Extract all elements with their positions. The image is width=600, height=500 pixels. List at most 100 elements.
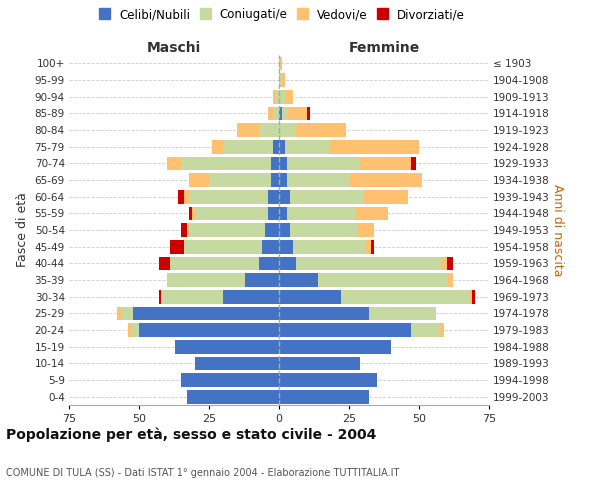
Bar (259, 123, 279, 137)
Bar (349, 173, 422, 187)
Bar (131, 323, 139, 337)
Bar (178, 190, 184, 203)
Bar (279, 240, 293, 254)
Bar (368, 306, 436, 320)
Bar (170, 240, 184, 254)
Bar (223, 140, 274, 153)
Bar (223, 290, 279, 304)
Bar (181, 156, 271, 170)
Bar (442, 256, 447, 270)
Bar (212, 140, 223, 153)
Bar (133, 306, 279, 320)
Bar (439, 323, 444, 337)
Bar (181, 223, 187, 237)
Bar (287, 156, 360, 170)
Bar (190, 173, 209, 187)
Bar (279, 290, 341, 304)
Bar (472, 290, 475, 304)
Bar (262, 240, 279, 254)
Bar (209, 173, 271, 187)
Bar (279, 90, 284, 104)
Y-axis label: Fasce di età: Fasce di età (16, 192, 29, 268)
Bar (170, 256, 259, 270)
Bar (279, 56, 282, 70)
Bar (447, 256, 452, 270)
Bar (279, 140, 284, 153)
Bar (287, 106, 307, 120)
Bar (279, 223, 290, 237)
Bar (184, 190, 190, 203)
Bar (290, 223, 358, 237)
Bar (128, 323, 131, 337)
Bar (271, 173, 279, 187)
Bar (274, 90, 276, 104)
Bar (410, 156, 416, 170)
Bar (279, 156, 287, 170)
Bar (268, 190, 279, 203)
Bar (287, 206, 355, 220)
Bar (167, 156, 181, 170)
Bar (360, 156, 410, 170)
Bar (190, 223, 265, 237)
Bar (276, 90, 279, 104)
Text: COMUNE DI TULA (SS) - Dati ISTAT 1° gennaio 2004 - Elaborazione TUTTITALIA.IT: COMUNE DI TULA (SS) - Dati ISTAT 1° genn… (6, 468, 400, 477)
Bar (318, 273, 447, 287)
Bar (279, 206, 287, 220)
Bar (296, 256, 442, 270)
Bar (341, 290, 469, 304)
Bar (279, 390, 368, 404)
Bar (265, 223, 279, 237)
Bar (158, 290, 161, 304)
Bar (279, 256, 296, 270)
Bar (192, 206, 195, 220)
Bar (355, 206, 388, 220)
Bar (187, 390, 279, 404)
Bar (181, 373, 279, 387)
Bar (293, 240, 366, 254)
Bar (279, 73, 282, 87)
Bar (245, 273, 279, 287)
Bar (184, 240, 262, 254)
Text: Maschi: Maschi (147, 41, 201, 55)
Bar (469, 290, 472, 304)
Bar (161, 290, 223, 304)
Bar (190, 206, 192, 220)
Text: Femmine: Femmine (349, 41, 419, 55)
Bar (284, 140, 329, 153)
Bar (195, 356, 279, 370)
Bar (274, 106, 279, 120)
Bar (366, 240, 371, 254)
Bar (268, 206, 279, 220)
Bar (363, 190, 408, 203)
Bar (139, 323, 279, 337)
Legend: Celibi/Nubili, Coniugati/e, Vedovi/e, Divorziati/e: Celibi/Nubili, Coniugati/e, Vedovi/e, Di… (97, 6, 467, 24)
Bar (279, 123, 296, 137)
Bar (116, 306, 122, 320)
Bar (287, 173, 349, 187)
Bar (329, 140, 419, 153)
Bar (290, 190, 363, 203)
Bar (279, 340, 391, 353)
Bar (122, 306, 133, 320)
Bar (175, 340, 279, 353)
Bar (274, 140, 279, 153)
Bar (268, 106, 274, 120)
Bar (284, 90, 293, 104)
Text: Popolazione per età, sesso e stato civile - 2004: Popolazione per età, sesso e stato civil… (6, 428, 376, 442)
Bar (259, 256, 279, 270)
Bar (237, 123, 259, 137)
Bar (371, 240, 374, 254)
Bar (158, 256, 170, 270)
Bar (279, 190, 290, 203)
Bar (358, 223, 374, 237)
Bar (282, 73, 284, 87)
Bar (307, 106, 310, 120)
Bar (187, 223, 190, 237)
Bar (190, 190, 268, 203)
Bar (167, 273, 245, 287)
Bar (279, 273, 318, 287)
Bar (279, 173, 287, 187)
Bar (447, 273, 452, 287)
Bar (282, 106, 287, 120)
Bar (410, 323, 439, 337)
